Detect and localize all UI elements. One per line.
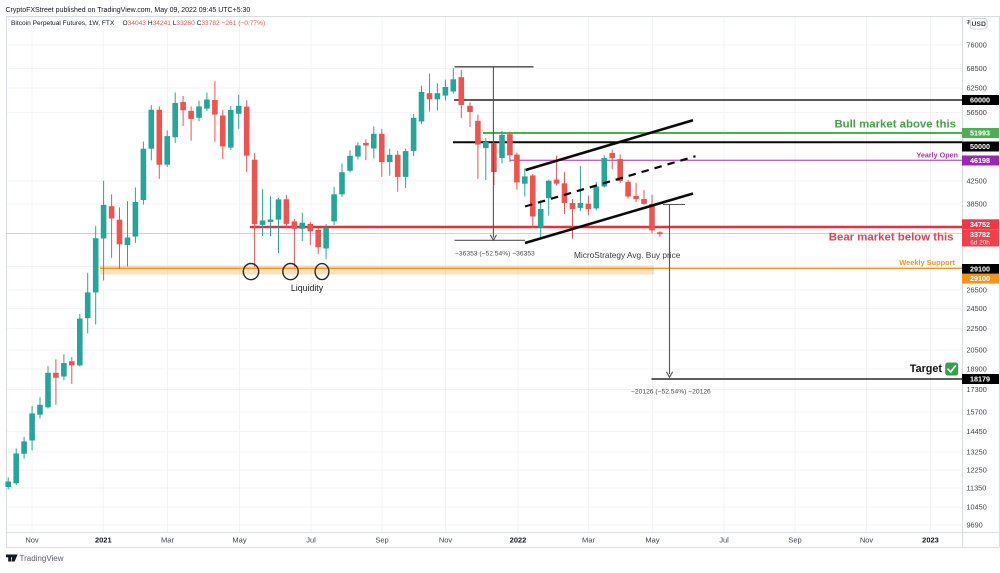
svg-text:51993: 51993 [970, 129, 990, 138]
svg-text:38500: 38500 [967, 200, 987, 209]
svg-text:CryptoFXStreet published on Tr: CryptoFXStreet published on TradingView.… [6, 7, 251, 14]
svg-text:Target: Target [910, 363, 943, 375]
svg-text:2023: 2023 [922, 536, 939, 545]
svg-text:18900: 18900 [967, 365, 987, 374]
svg-text:18179: 18179 [970, 375, 990, 384]
svg-text:₮: ₮ [967, 20, 971, 27]
svg-text:Nov: Nov [860, 536, 874, 545]
svg-text:10450: 10450 [967, 503, 987, 512]
svg-text:76000: 76000 [967, 41, 987, 50]
svg-text:−36353 (−52.54%) −36353: −36353 (−52.54%) −36353 [455, 251, 535, 258]
svg-text:May: May [232, 536, 246, 545]
svg-text:Mar: Mar [161, 536, 174, 545]
svg-text:11350: 11350 [967, 484, 987, 493]
svg-text:13250: 13250 [967, 448, 987, 457]
svg-text:May: May [645, 536, 659, 545]
svg-text:O34043 H34241 L33260 C33782 −2: O34043 H34241 L33260 C33782 −261 (−0.77%… [123, 20, 266, 27]
svg-text:Weekly Support: Weekly Support [899, 258, 955, 267]
svg-text:29100: 29100 [970, 265, 990, 274]
svg-text:22500: 22500 [967, 324, 987, 333]
svg-text:Bitcoin Perpetual Futures, 1W,: Bitcoin Perpetual Futures, 1W, FTX [11, 20, 115, 27]
svg-text:12250: 12250 [967, 466, 987, 475]
svg-text:Bull market above this: Bull market above this [834, 119, 956, 131]
svg-text:17300: 17300 [967, 385, 987, 394]
svg-text:42500: 42500 [967, 177, 987, 186]
svg-text:USD: USD [972, 21, 986, 28]
svg-text:34752: 34752 [970, 220, 990, 229]
svg-text:Liquidity: Liquidity [291, 283, 324, 293]
svg-text:62500: 62500 [967, 84, 987, 93]
svg-text:20500: 20500 [967, 346, 987, 355]
svg-text:Jul: Jul [719, 536, 729, 545]
svg-text:Nov: Nov [439, 536, 453, 545]
svg-text:46198: 46198 [970, 156, 990, 165]
svg-text:26500: 26500 [967, 286, 987, 295]
svg-text:15700: 15700 [967, 408, 987, 417]
svg-text:2022: 2022 [510, 536, 527, 545]
svg-text:Sep: Sep [375, 536, 388, 545]
svg-text:2021: 2021 [95, 536, 112, 545]
svg-text:Bear market below this: Bear market below this [829, 232, 954, 244]
svg-text:68500: 68500 [967, 64, 987, 73]
svg-text:TradingView: TradingView [20, 554, 64, 563]
svg-text:MicroStrategy Avg. Buy price: MicroStrategy Avg. Buy price [574, 250, 681, 260]
svg-text:Jul: Jul [306, 536, 316, 545]
svg-text:Nov: Nov [25, 536, 39, 545]
svg-text:60000: 60000 [970, 96, 990, 105]
svg-text:14450: 14450 [967, 427, 987, 436]
svg-text:6d 20h: 6d 20h [970, 239, 990, 246]
svg-text:Mar: Mar [582, 536, 595, 545]
svg-text:33782: 33782 [970, 230, 990, 239]
svg-text:50000: 50000 [970, 142, 990, 151]
svg-text:29100: 29100 [970, 274, 990, 283]
svg-text:−20126 (−52.54%) −20126: −20126 (−52.54%) −20126 [631, 389, 711, 396]
svg-text:56500: 56500 [967, 108, 987, 117]
svg-text:Sep: Sep [788, 536, 801, 545]
svg-text:9690: 9690 [967, 521, 983, 530]
svg-text:Yearly Open: Yearly Open [916, 150, 958, 159]
svg-text:24500: 24500 [967, 304, 987, 313]
